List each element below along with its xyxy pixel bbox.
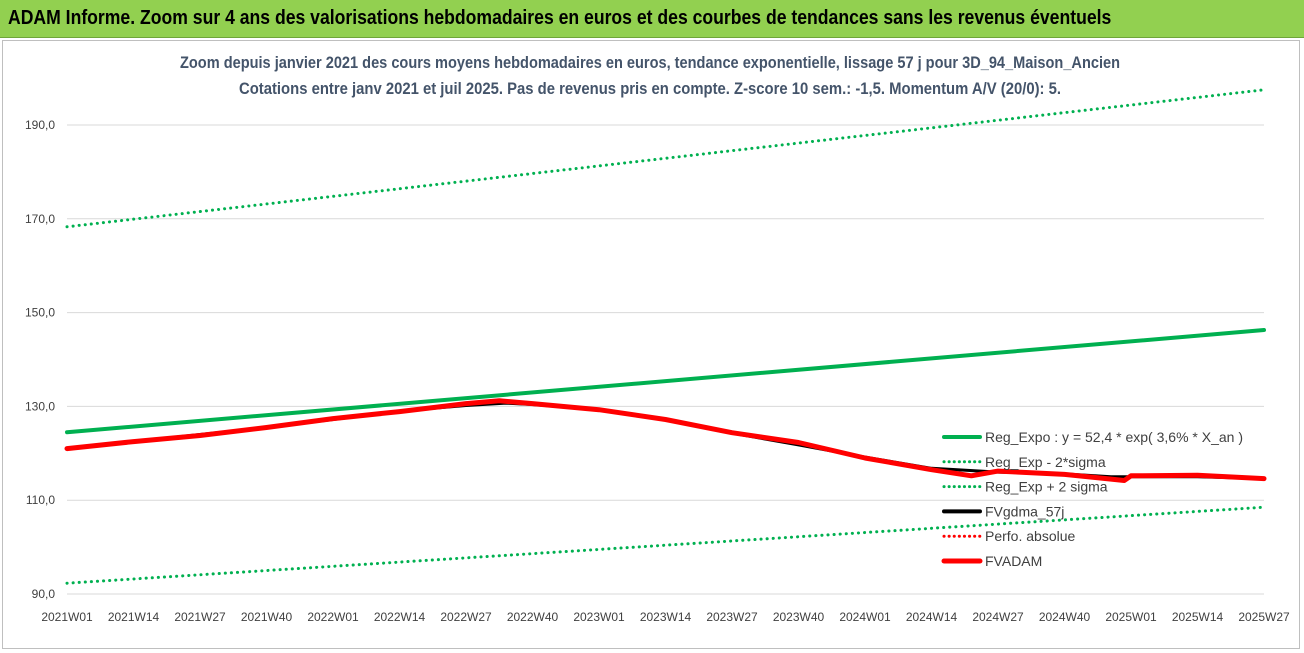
report-banner: ADAM Informe. Zoom sur 4 ans des valoris… xyxy=(0,0,1304,38)
legend-label: Reg_Exp - 2*sigma xyxy=(985,454,1106,470)
x-tick-label: 2022W27 xyxy=(440,610,492,624)
x-tick-label: 2023W14 xyxy=(640,610,692,624)
y-tick-label: 150,0 xyxy=(25,306,55,320)
x-tick-label: 2024W27 xyxy=(972,610,1024,624)
x-tick-label: 2021W14 xyxy=(108,610,160,624)
legend-label: Perfo. absolue xyxy=(985,528,1075,544)
x-tick-label: 2025W01 xyxy=(1105,610,1157,624)
chart-subtitle: Cotations entre janv 2021 et juil 2025. … xyxy=(239,79,1061,98)
x-tick-label: 2024W01 xyxy=(839,610,891,624)
chart-title: Zoom depuis janvier 2021 des cours moyen… xyxy=(180,53,1120,72)
x-tick-label: 2022W40 xyxy=(507,610,559,624)
y-tick-labels: 90,0 110,0 130,0 150,0 170,0 190,0 xyxy=(25,118,55,601)
series-line-2 xyxy=(65,88,1266,229)
y-tick-label: 110,0 xyxy=(26,493,55,507)
x-tick-label: 2021W01 xyxy=(41,610,93,624)
legend-label: Reg_Expo : y = 52,4 * exp( 3,6% * X_an ) xyxy=(985,429,1243,445)
series-line-1 xyxy=(65,505,1266,585)
x-tick-label: 2025W14 xyxy=(1172,610,1224,624)
chart-frame xyxy=(2,40,1300,649)
y-tick-label: 190,0 xyxy=(25,118,55,132)
x-tick-label: 2023W01 xyxy=(573,610,625,624)
x-tick-label: 2021W27 xyxy=(174,610,226,624)
x-tick-labels: 2021W01 2021W14 2021W27 2021W40 2022W01 2022W… xyxy=(41,610,1290,624)
y-tick-label: 130,0 xyxy=(25,399,55,413)
x-tick-label: 2023W27 xyxy=(706,610,758,624)
legend-label: FVgdma_57j xyxy=(985,503,1064,519)
series-line-0 xyxy=(65,328,1266,435)
legend-label: FVADAM xyxy=(985,553,1042,569)
legend-label: Reg_Exp + 2 sigma xyxy=(985,479,1108,495)
x-tick-label: 2024W40 xyxy=(1039,610,1091,624)
y-tick-label: 90,0 xyxy=(32,587,56,601)
y-tick-label: 170,0 xyxy=(25,212,55,226)
plot-series xyxy=(64,88,1267,585)
legend: Reg_Expo : y = 52,4 * exp( 3,6% * X_an )… xyxy=(941,429,1243,569)
x-tick-label: 2023W40 xyxy=(773,610,825,624)
x-tick-label: 2021W40 xyxy=(241,610,293,624)
series-line-5 xyxy=(64,398,1267,483)
y-gridlines xyxy=(67,124,1264,595)
x-tick-label: 2025W27 xyxy=(1238,610,1290,624)
banner-title: ADAM Informe. Zoom sur 4 ans des valoris… xyxy=(8,7,1112,29)
x-tick-label: 2024W14 xyxy=(906,610,958,624)
x-tick-label: 2022W14 xyxy=(374,610,426,624)
x-tick-label: 2022W01 xyxy=(307,610,359,624)
